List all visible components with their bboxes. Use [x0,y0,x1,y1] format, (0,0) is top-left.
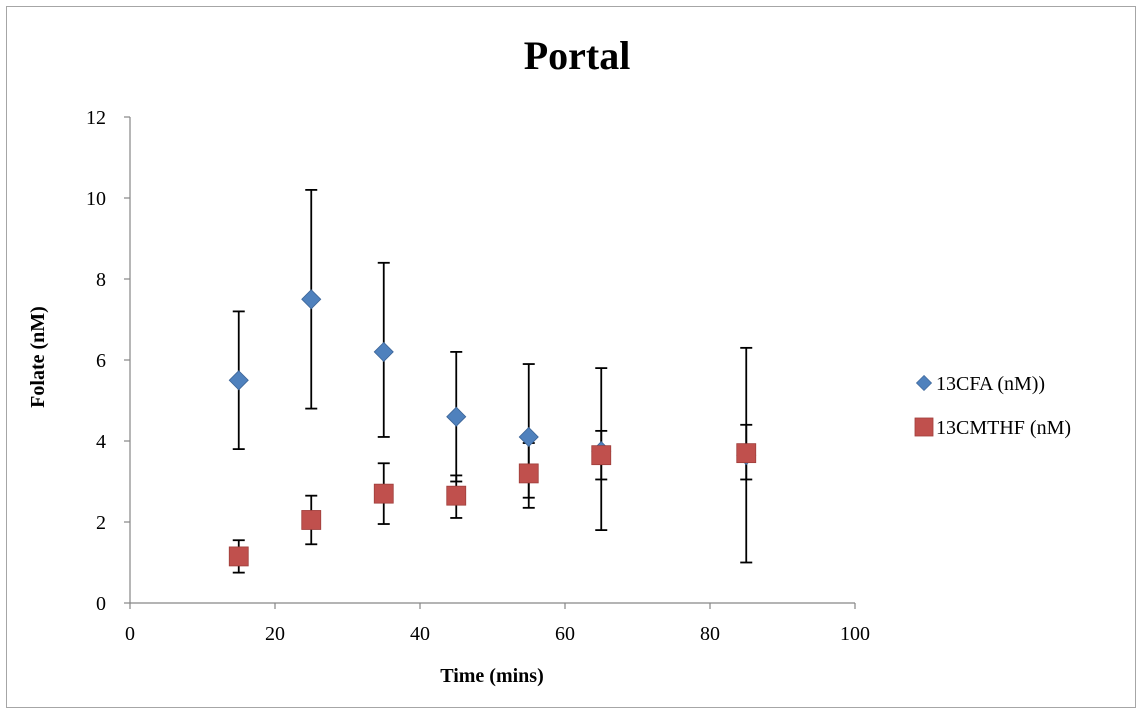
13cmthf-data-point [373,483,394,504]
13cmthf-data-point [446,485,467,506]
chart-title: Portal [524,33,631,78]
13cfa-data-point [446,406,467,427]
chart-frame: Portal 0 2 4 6 8 10 12 0 20 40 60 80 100 Time (mins)… [6,6,1136,708]
13cmthf-data-point [228,546,249,567]
13cfa-data-point [301,289,322,310]
y-tick-label: 12 [86,107,106,129]
13cmthf-data-point [301,510,322,530]
13cmthf-data-point [518,463,539,484]
13cfa-data-point [518,426,539,448]
x-axis-title: Time (mins) [440,665,544,687]
legend-square-icon [914,417,934,437]
x-tick-label: 60 [555,623,575,645]
x-tick-label: 0 [125,623,135,645]
y-tick-label: 10 [86,188,106,210]
scatter-chart: Portal 0 2 4 6 8 10 12 0 20 40 60 80 100 Time (mins)… [27,33,1071,687]
y-tick-label: 4 [96,431,106,453]
legend-diamond-icon [915,374,933,392]
legend-label: 13CMTHF (nM) [936,417,1071,439]
legend-label: 13CFA (nM)) [936,373,1045,395]
13cmthf-data-point [736,443,757,464]
y-tick-label: 6 [96,350,106,372]
13cfa-data-point [228,370,249,391]
x-tick-label: 80 [700,623,720,645]
y-tick-label: 2 [96,512,106,534]
13cmthf-data-point [591,445,612,466]
legend-entry: 13CMTHF (nM) [914,417,1071,439]
y-axis-title: Folate (nM) [27,306,49,408]
x-tick-label: 100 [840,623,870,645]
data-markers [228,289,757,567]
13cfa-data-point [373,341,394,362]
x-tick-label: 40 [410,623,430,645]
axes: 0 2 4 6 8 10 12 0 20 40 60 80 100 [86,107,870,645]
y-tick-label: 0 [96,593,106,615]
x-tick-label: 20 [265,623,285,645]
legend: 13CFA (nM)) 13CMTHF (nM) [914,373,1071,439]
legend-entry: 13CFA (nM)) [915,373,1045,395]
y-tick-label: 8 [96,269,106,291]
